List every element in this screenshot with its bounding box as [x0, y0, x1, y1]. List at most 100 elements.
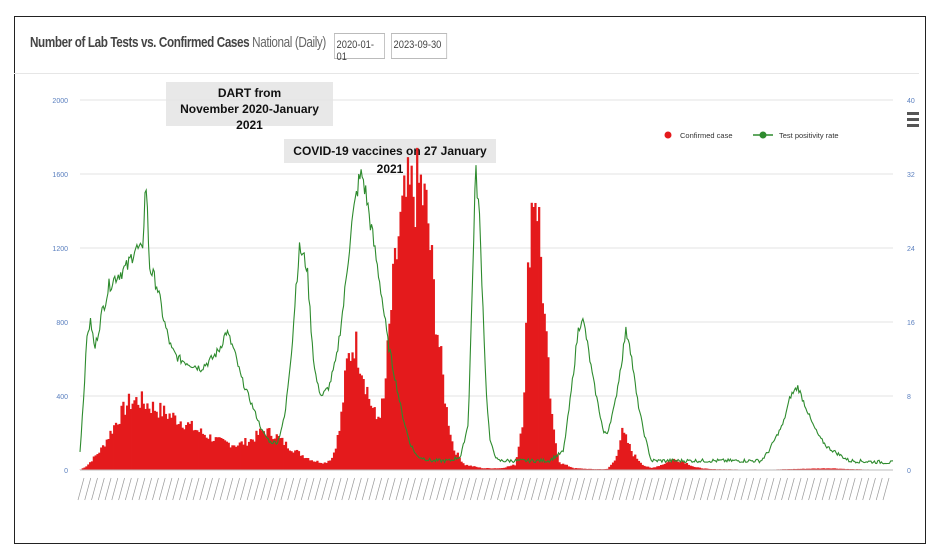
- hamburger-menu-icon[interactable]: [907, 112, 919, 128]
- case-bar: [127, 393, 131, 470]
- case-bar: [283, 445, 286, 470]
- case-bar: [652, 467, 655, 470]
- case-bar: [645, 466, 648, 470]
- case-bar: [120, 405, 123, 470]
- case-bar: [405, 196, 408, 470]
- case-bar: [828, 468, 831, 470]
- case-bar: [698, 467, 702, 470]
- case-bar: [417, 182, 421, 470]
- case-bar: [661, 464, 665, 470]
- case-bar: [236, 445, 240, 470]
- case-bar: [802, 468, 805, 470]
- case-bar: [486, 467, 489, 470]
- case-bar: [538, 207, 541, 471]
- case-bar: [188, 423, 192, 470]
- case-bar: [637, 460, 641, 470]
- case-bar: [665, 462, 668, 470]
- case-bar: [567, 466, 570, 470]
- x-tick-label: [774, 477, 782, 501]
- case-bar: [534, 202, 537, 470]
- x-tick-label: [273, 477, 281, 501]
- case-bar: [800, 468, 803, 470]
- case-bar: [353, 358, 356, 470]
- case-bar: [499, 468, 502, 470]
- case-bar: [312, 461, 315, 470]
- case-bar: [831, 468, 835, 470]
- chart-title-main: Number of Lab Tests vs. Confirmed Cases: [30, 34, 250, 51]
- x-tick-label: [314, 477, 322, 501]
- case-bar: [399, 211, 402, 470]
- case-bar: [451, 441, 454, 470]
- x-tick-label: [700, 477, 707, 501]
- vaccine-annotation-text: COVID-19 vaccines on 27 January 2021: [293, 144, 487, 176]
- x-tick-label: [97, 477, 105, 501]
- left-tick-label: 1200: [52, 246, 68, 253]
- case-bar: [556, 454, 559, 470]
- case-bar: [432, 279, 435, 470]
- case-bar: [672, 458, 676, 470]
- x-tick-label: [192, 477, 200, 501]
- case-bar: [434, 334, 437, 470]
- case-bar: [235, 446, 238, 470]
- x-tick-label: [118, 477, 125, 501]
- x-tick-label: [842, 477, 849, 501]
- case-bar: [201, 433, 204, 470]
- case-bar: [113, 425, 116, 470]
- case-bar: [793, 468, 796, 470]
- case-bar: [253, 441, 256, 470]
- case-bar: [708, 468, 711, 470]
- case-bar: [508, 466, 511, 470]
- x-tick-label: [585, 477, 592, 501]
- case-bar: [700, 468, 703, 470]
- x-tick-label: [287, 477, 295, 501]
- case-bar: [454, 454, 458, 470]
- x-tick-label: [165, 477, 173, 501]
- case-bar: [340, 411, 343, 470]
- date-from-input[interactable]: 2020-01-01: [334, 33, 385, 63]
- x-tick-label: [409, 477, 416, 501]
- case-bar: [669, 461, 672, 470]
- x-tick-label: [138, 477, 146, 501]
- case-bar: [308, 460, 312, 470]
- case-bar: [456, 452, 459, 470]
- case-bar: [519, 433, 522, 470]
- x-tick-label: [368, 477, 376, 501]
- case-bar: [325, 462, 328, 470]
- case-bar: [658, 466, 661, 470]
- case-bar: [617, 449, 620, 470]
- case-bar: [427, 223, 430, 470]
- case-bar: [656, 466, 659, 470]
- x-tick-label: [815, 477, 822, 501]
- x-tick-label: [767, 477, 775, 501]
- case-bar: [541, 303, 544, 470]
- case-bar: [401, 195, 404, 470]
- left-tick-label: 0: [64, 468, 68, 475]
- case-bar: [630, 451, 633, 470]
- positivity-line: [79, 165, 894, 465]
- case-bar: [161, 416, 164, 470]
- case-bar: [157, 417, 160, 470]
- case-bar: [240, 441, 243, 470]
- case-bar: [122, 401, 125, 470]
- case-bar: [301, 455, 304, 470]
- dart-annotation-line1: DART from: [217, 86, 282, 100]
- case-bar: [685, 463, 689, 470]
- case-bar: [654, 467, 657, 470]
- left-tick-label: 400: [56, 394, 68, 401]
- case-bar: [586, 468, 589, 470]
- case-bar: [429, 250, 432, 470]
- case-bar: [338, 430, 341, 470]
- case-bar: [846, 468, 849, 470]
- x-tick-label: [666, 477, 673, 501]
- case-bar: [809, 468, 812, 470]
- date-to-input[interactable]: 2023-09-30: [391, 33, 448, 59]
- case-bar: [100, 447, 103, 470]
- case-bar: [366, 386, 369, 470]
- case-bar: [406, 157, 410, 471]
- case-bar: [209, 434, 212, 470]
- case-bar: [582, 468, 585, 470]
- case-bar: [377, 416, 380, 470]
- case-bar: [129, 409, 132, 470]
- case-bar: [271, 439, 275, 470]
- case-bar: [218, 437, 221, 470]
